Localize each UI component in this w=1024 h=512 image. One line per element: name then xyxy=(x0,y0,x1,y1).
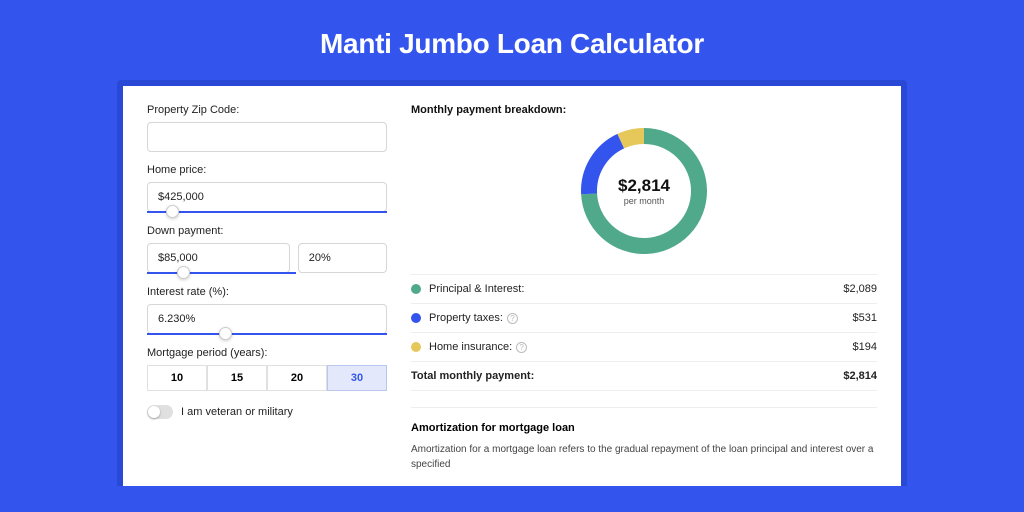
amortization-section: Amortization for mortgage loan Amortizat… xyxy=(411,407,877,472)
down-payment-group: Down payment: xyxy=(147,225,387,274)
amortization-text: Amortization for a mortgage loan refers … xyxy=(411,442,877,472)
breakdown-value: $194 xyxy=(853,341,877,353)
page-title: Manti Jumbo Loan Calculator xyxy=(0,0,1024,80)
total-value: $2,814 xyxy=(843,370,877,382)
donut-chart: $2,814per month xyxy=(411,126,877,256)
breakdown-total-row: Total monthly payment: $2,814 xyxy=(411,362,877,391)
interest-slider-thumb[interactable] xyxy=(219,327,232,340)
period-tab-15[interactable]: 15 xyxy=(207,365,267,391)
veteran-label: I am veteran or military xyxy=(181,406,293,418)
down-payment-label: Down payment: xyxy=(147,225,387,237)
zip-label: Property Zip Code: xyxy=(147,104,387,116)
total-label: Total monthly payment: xyxy=(411,370,843,382)
breakdown-row: Home insurance:?$194 xyxy=(411,333,877,362)
legend-dot xyxy=(411,284,421,294)
breakdown-value: $531 xyxy=(853,312,877,324)
info-icon[interactable]: ? xyxy=(507,313,518,324)
breakdown-column: Monthly payment breakdown: $2,814per mon… xyxy=(387,104,877,486)
veteran-toggle[interactable] xyxy=(147,405,173,419)
calculator-card: Property Zip Code: Home price: Down paym… xyxy=(123,86,901,486)
down-payment-slider[interactable] xyxy=(147,272,296,274)
donut-svg: $2,814per month xyxy=(579,126,709,256)
donut-slice xyxy=(589,141,621,194)
interest-group: Interest rate (%): xyxy=(147,286,387,335)
interest-label: Interest rate (%): xyxy=(147,286,387,298)
amortization-title: Amortization for mortgage loan xyxy=(411,422,877,434)
donut-center-value: $2,814 xyxy=(618,176,671,195)
donut-slice xyxy=(621,136,644,141)
period-tab-10[interactable]: 10 xyxy=(147,365,207,391)
interest-slider[interactable] xyxy=(147,333,387,335)
down-payment-slider-thumb[interactable] xyxy=(177,266,190,279)
home-price-input[interactable] xyxy=(147,182,387,212)
inputs-column: Property Zip Code: Home price: Down paym… xyxy=(147,104,387,486)
period-group: Mortgage period (years): 10152030 xyxy=(147,347,387,391)
card-outer: Property Zip Code: Home price: Down paym… xyxy=(117,80,907,486)
home-price-slider-thumb[interactable] xyxy=(166,205,179,218)
veteran-row: I am veteran or military xyxy=(147,405,387,419)
legend-dot xyxy=(411,342,421,352)
breakdown-title: Monthly payment breakdown: xyxy=(411,104,877,116)
home-price-label: Home price: xyxy=(147,164,387,176)
breakdown-label: Property taxes:? xyxy=(429,312,853,324)
breakdown-row: Principal & Interest:$2,089 xyxy=(411,275,877,304)
zip-group: Property Zip Code: xyxy=(147,104,387,152)
period-label: Mortgage period (years): xyxy=(147,347,387,359)
donut-center-sub: per month xyxy=(624,196,665,206)
legend-dot xyxy=(411,313,421,323)
period-tab-20[interactable]: 20 xyxy=(267,365,327,391)
home-price-slider[interactable] xyxy=(147,211,387,213)
home-price-group: Home price: xyxy=(147,164,387,213)
breakdown-label: Principal & Interest: xyxy=(429,283,843,295)
info-icon[interactable]: ? xyxy=(516,342,527,353)
breakdown-value: $2,089 xyxy=(843,283,877,295)
interest-input[interactable] xyxy=(147,304,387,334)
period-tab-30[interactable]: 30 xyxy=(327,365,387,391)
down-payment-amount-input[interactable] xyxy=(147,243,290,273)
breakdown-label: Home insurance:? xyxy=(429,341,853,353)
breakdown-row: Property taxes:?$531 xyxy=(411,304,877,333)
veteran-toggle-knob xyxy=(148,406,160,418)
breakdown-list: Principal & Interest:$2,089Property taxe… xyxy=(411,274,877,362)
down-payment-pct-input[interactable] xyxy=(298,243,387,273)
period-tabs: 10152030 xyxy=(147,365,387,391)
zip-input[interactable] xyxy=(147,122,387,152)
